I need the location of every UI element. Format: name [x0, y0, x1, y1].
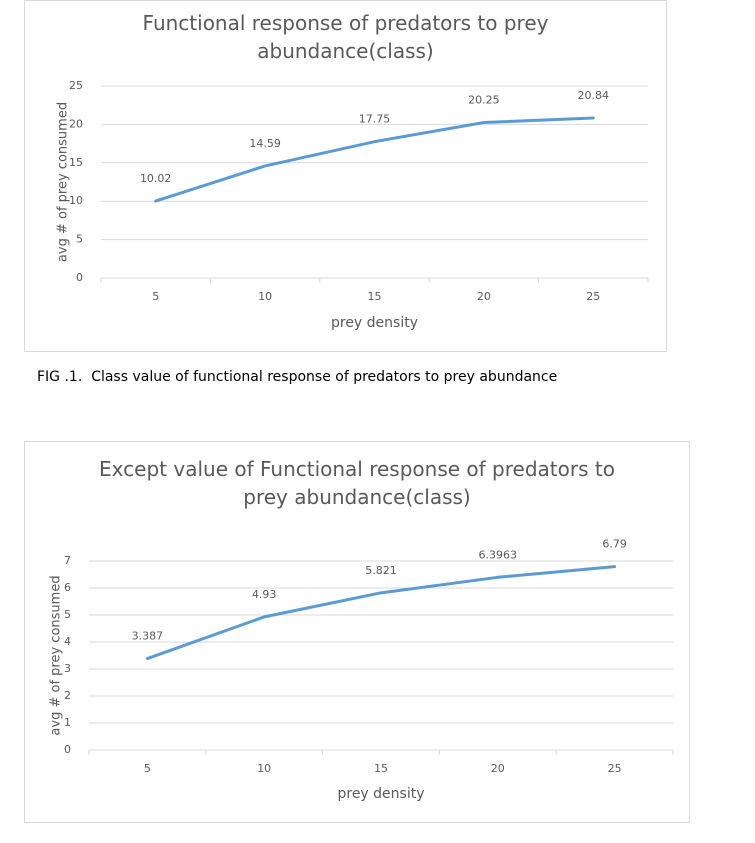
y-tick-label: 15	[69, 156, 83, 169]
y-tick-label: 0	[76, 271, 83, 284]
x-tick-label: 15	[374, 762, 388, 775]
y-tick-label: 20	[69, 117, 83, 130]
chart: 0 1 2 3 4 5 6 7 5 10 15 20 25 prey density avg # of pr…	[49, 538, 674, 802]
data-label: 5.821	[365, 564, 397, 577]
x-tick-label: 10	[258, 290, 272, 303]
y-tick-label: 7	[64, 554, 71, 567]
y-tick-label: 2	[64, 689, 71, 702]
y-tick-label: 1	[64, 716, 71, 729]
x-tick-label: 15	[368, 290, 382, 303]
line	[145, 565, 617, 661]
y-axis-label: avg # of prey consumed	[56, 102, 71, 262]
data-label: 20.25	[468, 93, 500, 106]
y-tick-label: 6	[64, 581, 71, 594]
x-tick-label: 5	[144, 762, 151, 775]
x-tick-label: 10	[257, 762, 271, 775]
x-tick-label: 5	[152, 290, 159, 303]
caption: FIG .1. Class value of functional respon…	[37, 369, 558, 385]
y-tick-label: 25	[69, 79, 83, 92]
x-tick-label: 20	[491, 762, 505, 775]
x-tick-label: 25	[586, 290, 600, 303]
y-tick-label: 5	[76, 233, 83, 246]
x-tick-label: 25	[608, 762, 622, 775]
y-tick-label: 5	[64, 608, 71, 621]
data-label: 6.3963	[479, 548, 518, 561]
data-label: 17.75	[359, 113, 391, 126]
data-label: 20.84	[578, 89, 610, 102]
y-tick-label: 10	[69, 194, 83, 207]
chart-box: Functional response of predators to prey…	[24, 0, 667, 352]
line	[154, 116, 595, 203]
data-label: 3.387	[132, 630, 164, 643]
data-label: 6.79	[602, 538, 627, 551]
chart: 0 5 10 15 20 25 5 10 15 20 25 prey density avg # of …	[56, 79, 649, 331]
data-label: 10.02	[140, 172, 172, 185]
y-tick-label: 4	[64, 635, 71, 648]
data-label: 14.59	[249, 137, 281, 150]
x-tick-label: 20	[477, 290, 491, 303]
y-tick-label: 3	[64, 662, 71, 675]
chart-title: Except value of Functional response of p…	[99, 457, 615, 509]
y-axis-label: avg # of prey consumed	[49, 575, 64, 735]
chart-box: Except value of Functional response of p…	[24, 441, 690, 823]
x-axis-label: prey density	[331, 315, 418, 331]
y-tick-label: 0	[64, 743, 71, 756]
chart-title: Functional response of predators to prey…	[142, 11, 549, 63]
x-axis-label: prey density	[337, 786, 424, 802]
data-label: 4.93	[252, 588, 277, 601]
